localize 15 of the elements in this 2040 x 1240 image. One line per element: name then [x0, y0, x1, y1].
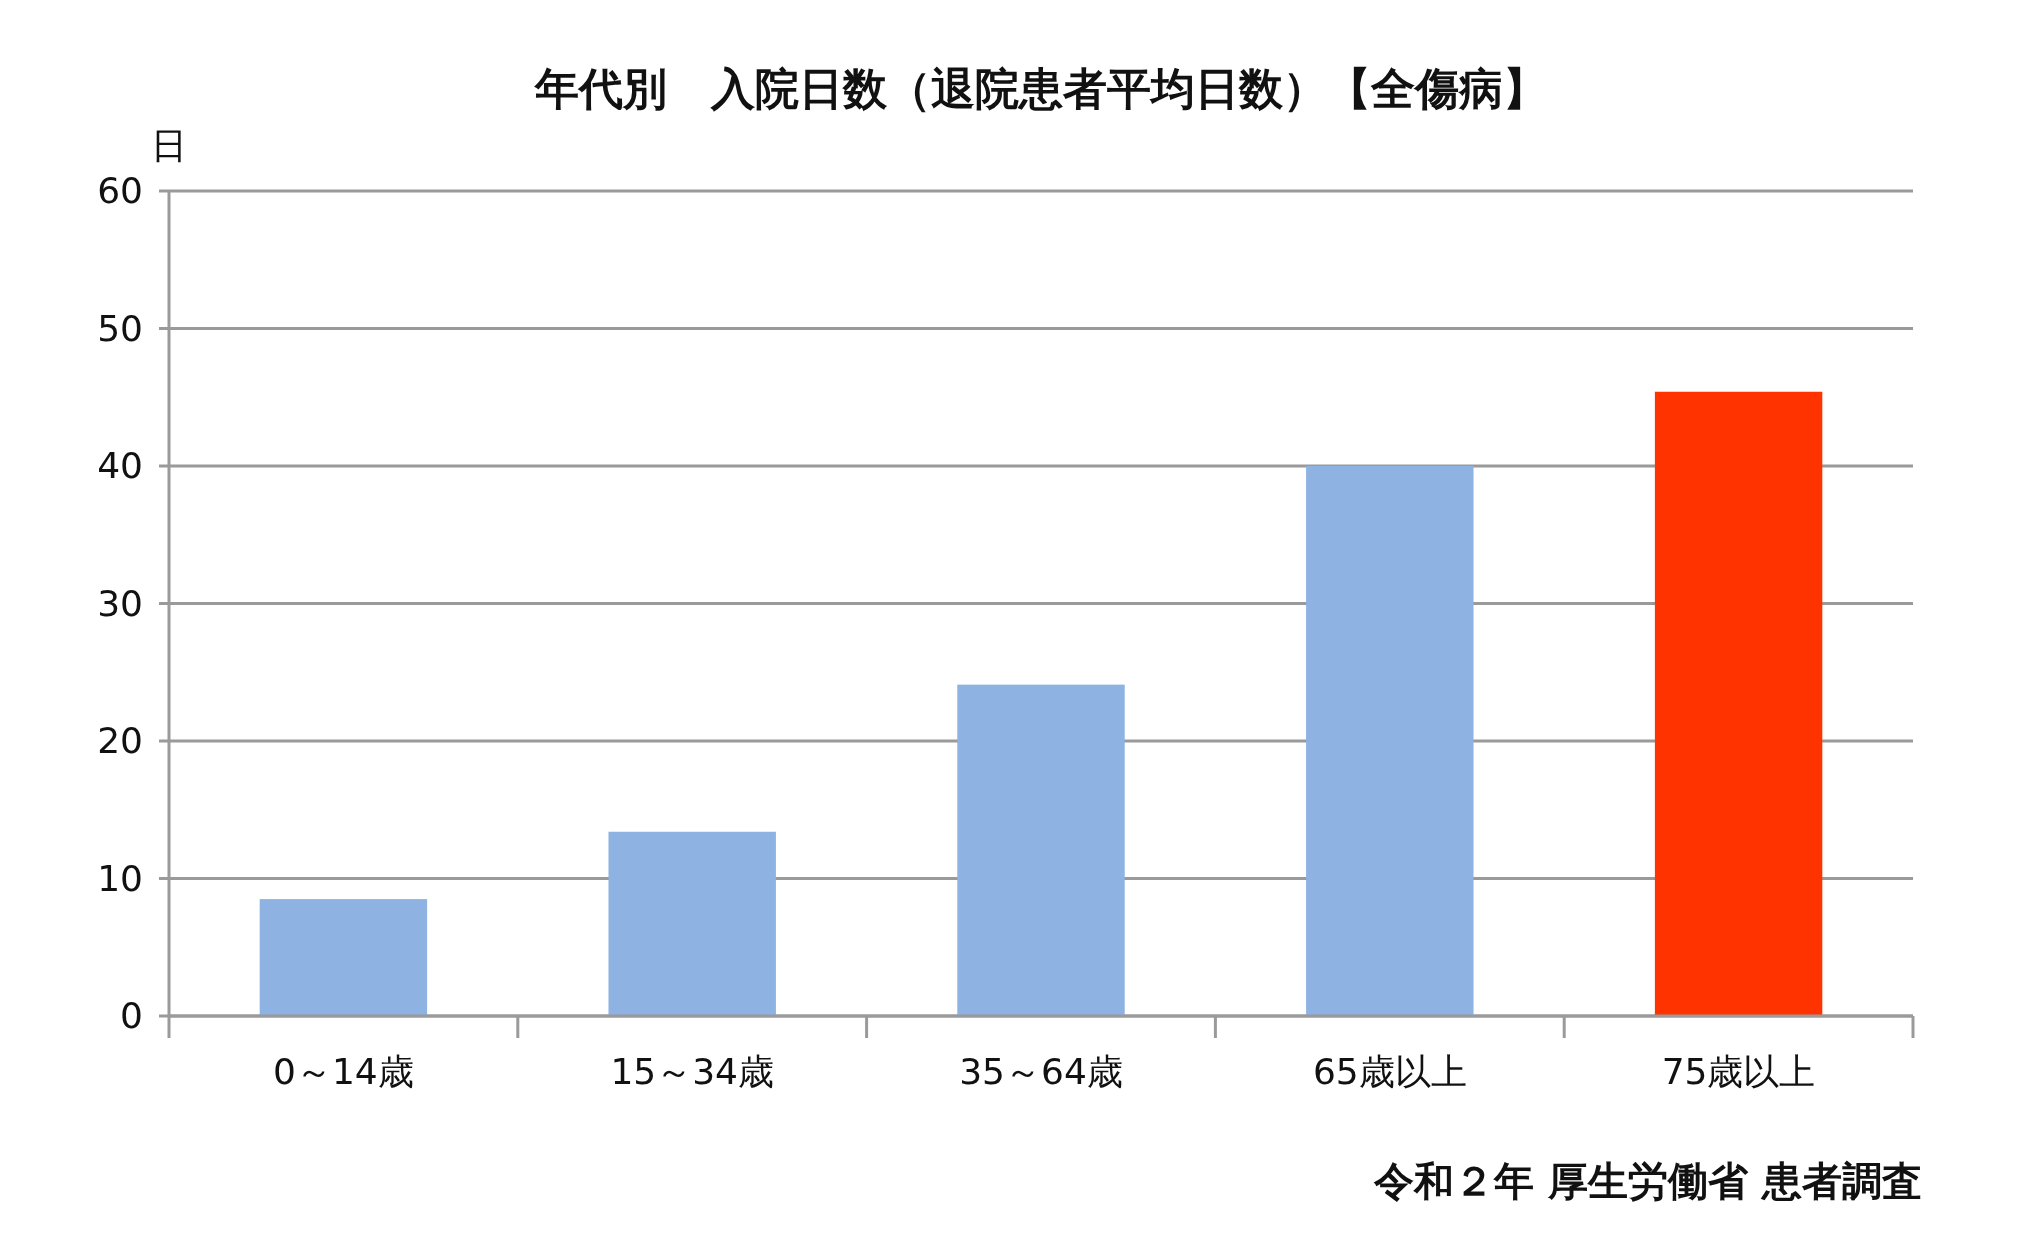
title: 年代別 入院日数（退院患者平均日数）【全傷病】: [535, 63, 1547, 114]
x-tick-label: 75歳以上: [1661, 1051, 1816, 1092]
x-tick-label: 65歳以上: [1312, 1051, 1467, 1092]
y-tick-label: 0: [120, 995, 143, 1036]
y-tick-label: 40: [97, 445, 143, 486]
y-tick-label: 30: [97, 582, 143, 624]
ylabel: 日: [151, 125, 187, 166]
y-tick-label: 20: [97, 720, 143, 761]
annotation: 令和２年 厚生労働省 患者調査: [1374, 1158, 1922, 1204]
y-tick-label: 50: [97, 307, 143, 349]
x-tick-label: 35～64歳: [959, 1051, 1123, 1092]
x-tick-label: 15～34歳: [610, 1051, 775, 1092]
x-tick-label: 0～14歳: [273, 1051, 414, 1092]
y-tick-label: 60: [97, 170, 143, 211]
y-tick-label: 10: [97, 857, 143, 899]
